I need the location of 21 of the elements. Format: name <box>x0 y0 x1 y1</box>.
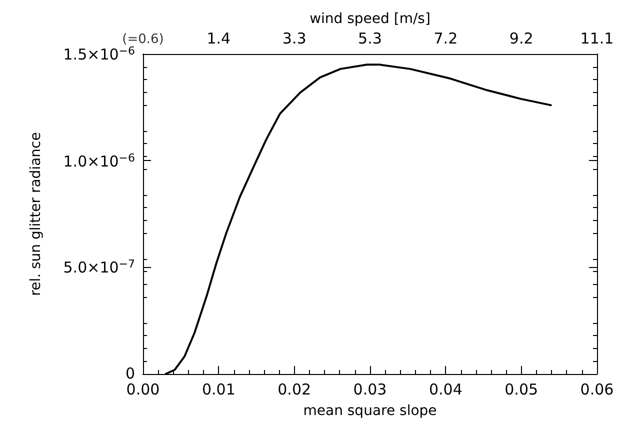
y-tick-label: 1.0×10$^{−6}$ <box>63 151 135 170</box>
x2-tick-label: 9.2 <box>509 30 534 48</box>
x-axis-title: mean square slope <box>303 403 437 419</box>
x2-axis-title: wind speed [m/s] <box>310 11 430 27</box>
x-tick-label: 0.00 <box>126 380 160 398</box>
y-tick-label: 1.5×10$^{−6}$ <box>63 44 135 64</box>
x-tick-label: 0.02 <box>278 380 312 398</box>
x-tick-label: 0.04 <box>428 380 462 398</box>
x-tick-label: 0.03 <box>353 380 387 398</box>
y-tick-label: 5.0×10$^{−7}$ <box>63 258 135 277</box>
y-axis-title: rel. sun glitter radiance <box>28 132 44 296</box>
x-tick-label: 0.05 <box>504 380 538 398</box>
y-tick-label: 0 <box>125 364 135 382</box>
x2-tick-label: 3.3 <box>282 30 306 48</box>
x2-tick-label: (=0.6) <box>122 32 164 47</box>
x-tick-label: 0.06 <box>580 380 614 398</box>
x2-tick-label: 1.4 <box>206 30 231 48</box>
x-tick-label: 0.01 <box>202 380 236 398</box>
x2-tick-label: 5.3 <box>358 30 382 48</box>
x2-tick-label: 11.1 <box>580 30 614 48</box>
x2-tick-label: 7.2 <box>434 30 458 48</box>
